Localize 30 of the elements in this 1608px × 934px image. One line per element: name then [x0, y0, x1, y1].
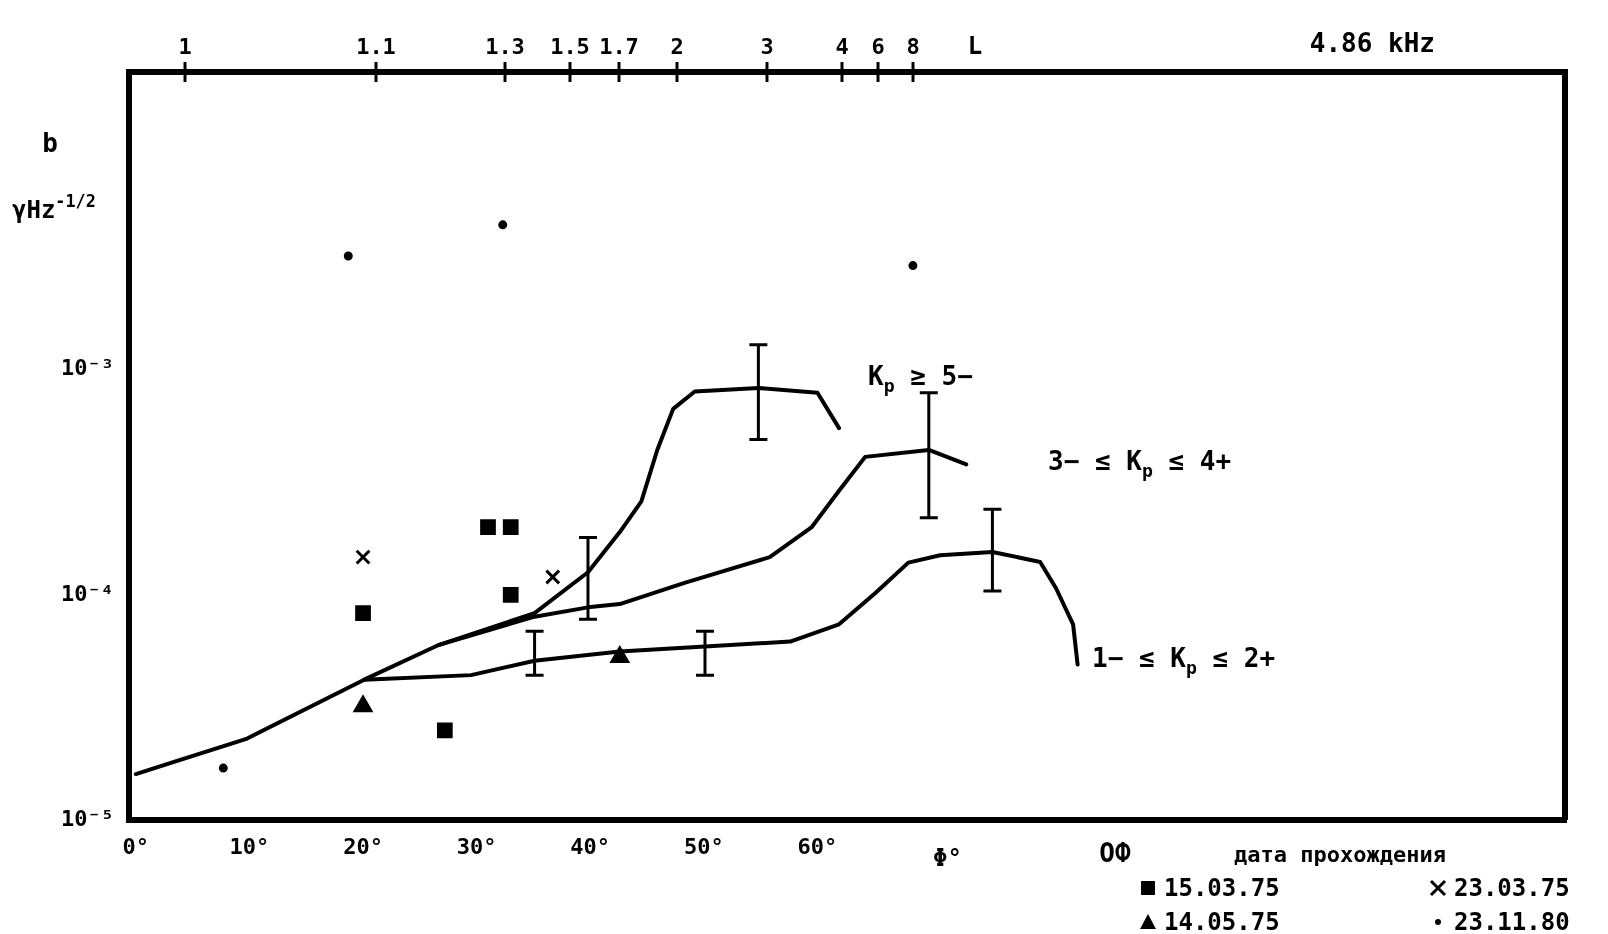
text: ОФ — [1099, 838, 1131, 868]
x-tick-label: 0° — [122, 833, 150, 859]
text: 8 — [906, 34, 920, 59]
text: 2 — [670, 34, 684, 59]
text: 3 — [760, 34, 774, 59]
x-tick-label: 30° — [456, 833, 497, 859]
x-tick-label: 60° — [797, 833, 838, 859]
x-tick-label: 20° — [343, 833, 383, 859]
text: 1.3 — [485, 34, 525, 59]
x-tick-label: 50° — [683, 833, 724, 859]
y-tick-label: 10⁻⁴ — [61, 580, 114, 606]
text: 1.5 — [550, 34, 590, 59]
legend-label: 14.05.75 — [1164, 908, 1280, 934]
text: 1.7 — [599, 34, 639, 59]
legend-title: дата прохождения — [1234, 842, 1446, 867]
x-tick-label: 40° — [570, 833, 611, 859]
y-tick-label: 10⁻³ — [61, 355, 114, 381]
legend-label: 15.03.75 — [1164, 874, 1280, 902]
text: 4.86 kHz — [1309, 28, 1436, 58]
x-axis-title: Φ° — [933, 844, 962, 872]
y-tick-label: 10⁻⁵ — [61, 805, 114, 831]
text: 1.1 — [356, 34, 396, 59]
text: b — [42, 128, 58, 158]
text: 4 — [835, 34, 849, 59]
text: 6 — [871, 34, 885, 59]
x-tick-label: 10° — [229, 833, 270, 859]
legend-label: 23.03.75 — [1454, 874, 1570, 902]
text: 1 — [178, 34, 192, 59]
legend-label: 23.11.80 — [1454, 908, 1570, 934]
x2-axis-title: L — [967, 32, 983, 60]
